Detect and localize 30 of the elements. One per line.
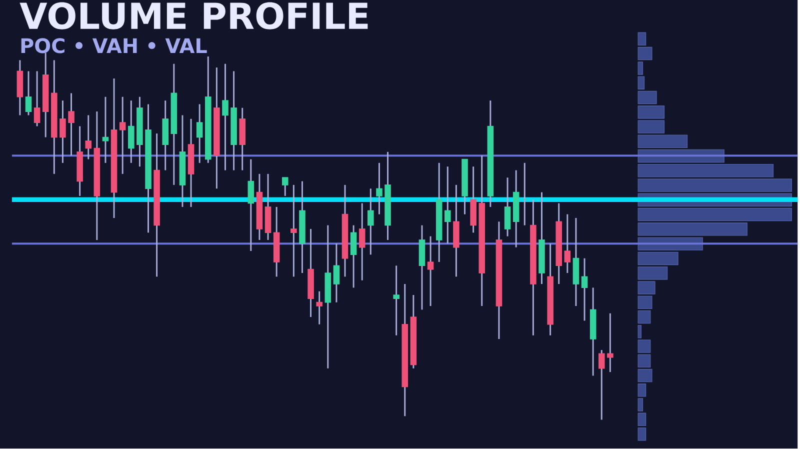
chart-title: VOLUME PROFILE — [20, 2, 368, 30]
candlestick — [376, 162, 382, 216]
candlestick — [196, 104, 203, 164]
candlestick — [427, 236, 434, 307]
candlestick — [564, 214, 571, 274]
candlestick — [102, 96, 109, 164]
candlestick — [368, 188, 374, 256]
candlestick — [598, 349, 605, 421]
candlestick — [85, 114, 92, 160]
candlestick — [316, 290, 322, 326]
candlestick — [358, 202, 366, 282]
candlestick — [504, 177, 511, 238]
candlestick — [248, 158, 254, 252]
candlestick — [25, 70, 32, 116]
candlestick — [350, 224, 357, 289]
candlestick — [119, 96, 126, 175]
candlestick — [522, 162, 528, 226]
candlestick — [607, 312, 614, 373]
candlestick — [60, 100, 66, 164]
candlestick — [581, 258, 588, 322]
candlestick — [282, 177, 288, 197]
candlestick — [34, 70, 40, 128]
candlestick — [128, 100, 134, 164]
candlestick — [333, 243, 340, 304]
chart-subtitle: POC • VAH • VAL — [21, 38, 207, 54]
candlestick — [222, 63, 228, 172]
candlestick — [393, 265, 400, 336]
candlestick — [290, 184, 297, 278]
candlestick — [68, 92, 74, 156]
candlestick — [444, 166, 451, 245]
